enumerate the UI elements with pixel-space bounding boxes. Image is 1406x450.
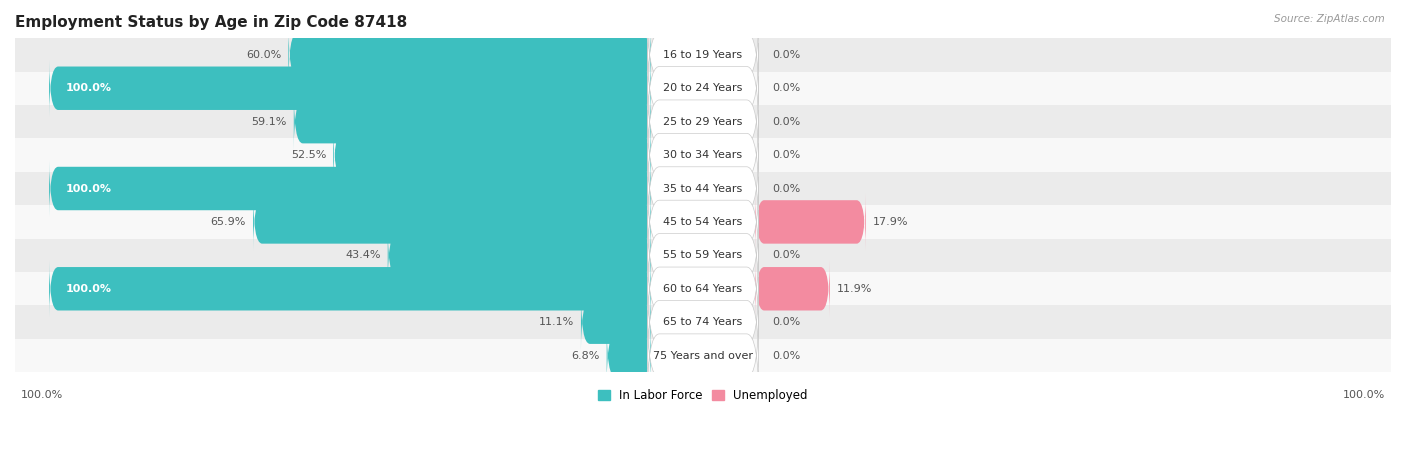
FancyBboxPatch shape — [647, 76, 759, 167]
FancyBboxPatch shape — [388, 227, 651, 284]
FancyBboxPatch shape — [647, 10, 759, 100]
Text: 0.0%: 0.0% — [772, 83, 800, 93]
FancyBboxPatch shape — [606, 327, 651, 384]
FancyBboxPatch shape — [288, 27, 651, 83]
FancyBboxPatch shape — [49, 160, 651, 217]
Bar — [15, 72, 1391, 105]
Text: 59.1%: 59.1% — [252, 117, 287, 126]
Bar — [15, 339, 1391, 372]
Bar — [15, 238, 1391, 272]
Text: 60 to 64 Years: 60 to 64 Years — [664, 284, 742, 294]
Text: 65.9%: 65.9% — [211, 217, 246, 227]
Text: 100.0%: 100.0% — [66, 184, 112, 194]
FancyBboxPatch shape — [755, 261, 830, 317]
Text: 0.0%: 0.0% — [772, 117, 800, 126]
FancyBboxPatch shape — [647, 277, 759, 367]
Text: 0.0%: 0.0% — [772, 150, 800, 160]
FancyBboxPatch shape — [647, 210, 759, 301]
FancyBboxPatch shape — [294, 93, 651, 150]
Bar — [15, 306, 1391, 339]
FancyBboxPatch shape — [49, 60, 651, 117]
Text: 30 to 34 Years: 30 to 34 Years — [664, 150, 742, 160]
Text: Employment Status by Age in Zip Code 87418: Employment Status by Age in Zip Code 874… — [15, 15, 408, 30]
Bar — [15, 172, 1391, 205]
Bar — [15, 38, 1391, 72]
FancyBboxPatch shape — [647, 144, 759, 234]
Text: 100.0%: 100.0% — [66, 83, 112, 93]
Text: 65 to 74 Years: 65 to 74 Years — [664, 317, 742, 327]
Text: 0.0%: 0.0% — [772, 184, 800, 194]
FancyBboxPatch shape — [647, 110, 759, 200]
Legend: In Labor Force, Unemployed: In Labor Force, Unemployed — [593, 384, 813, 406]
Text: 0.0%: 0.0% — [772, 250, 800, 261]
Text: 11.9%: 11.9% — [837, 284, 872, 294]
Text: 52.5%: 52.5% — [291, 150, 326, 160]
Text: 100.0%: 100.0% — [21, 390, 63, 400]
Bar — [15, 205, 1391, 239]
FancyBboxPatch shape — [647, 177, 759, 267]
Text: 0.0%: 0.0% — [772, 351, 800, 360]
FancyBboxPatch shape — [253, 194, 651, 250]
FancyBboxPatch shape — [333, 127, 651, 184]
Text: 45 to 54 Years: 45 to 54 Years — [664, 217, 742, 227]
Text: Source: ZipAtlas.com: Source: ZipAtlas.com — [1274, 14, 1385, 23]
Text: 55 to 59 Years: 55 to 59 Years — [664, 250, 742, 261]
Text: 0.0%: 0.0% — [772, 50, 800, 60]
FancyBboxPatch shape — [647, 310, 759, 401]
Text: 60.0%: 60.0% — [246, 50, 281, 60]
Text: 20 to 24 Years: 20 to 24 Years — [664, 83, 742, 93]
FancyBboxPatch shape — [755, 194, 866, 250]
FancyBboxPatch shape — [49, 261, 651, 317]
Text: 16 to 19 Years: 16 to 19 Years — [664, 50, 742, 60]
Bar — [15, 138, 1391, 172]
Text: 100.0%: 100.0% — [66, 284, 112, 294]
Text: 0.0%: 0.0% — [772, 317, 800, 327]
Text: 11.1%: 11.1% — [538, 317, 574, 327]
Text: 6.8%: 6.8% — [571, 351, 599, 360]
Text: 17.9%: 17.9% — [873, 217, 908, 227]
FancyBboxPatch shape — [581, 294, 651, 351]
Text: 43.4%: 43.4% — [344, 250, 381, 261]
Text: 75 Years and over: 75 Years and over — [652, 351, 754, 360]
Bar — [15, 105, 1391, 138]
Bar — [15, 272, 1391, 306]
FancyBboxPatch shape — [647, 243, 759, 334]
Text: 35 to 44 Years: 35 to 44 Years — [664, 184, 742, 194]
Text: 100.0%: 100.0% — [1343, 390, 1385, 400]
Text: 25 to 29 Years: 25 to 29 Years — [664, 117, 742, 126]
FancyBboxPatch shape — [647, 43, 759, 133]
